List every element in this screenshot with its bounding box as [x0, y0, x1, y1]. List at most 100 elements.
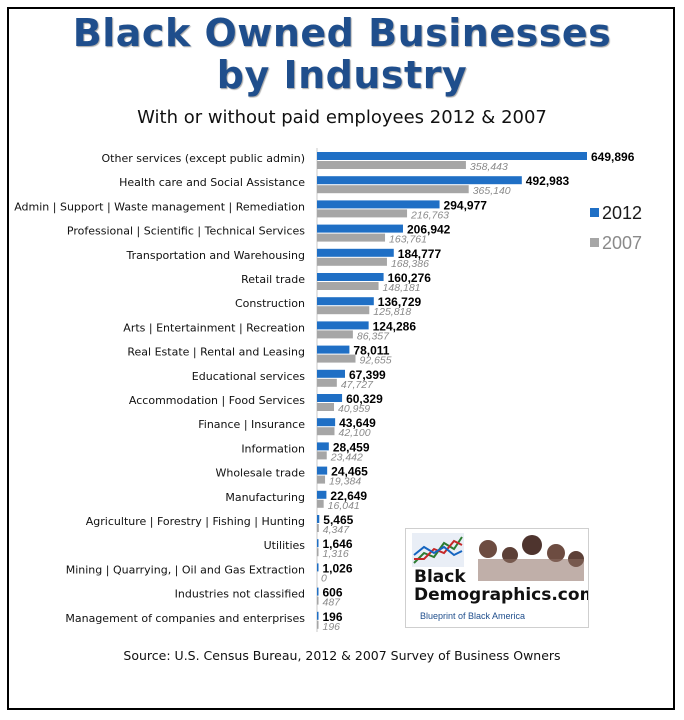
blackdemographics-logo: Black Demographics.com Blueprint of Blac… [405, 528, 589, 628]
logo-tagline: Blueprint of Black America [420, 611, 526, 621]
category-label: Finance | Insurance [198, 418, 305, 431]
category-label: Retail trade [241, 273, 305, 286]
bar-2007 [317, 306, 370, 315]
category-label: Manufacturing [225, 491, 305, 504]
bar-2012 [317, 490, 327, 499]
value-label-2007: 168,386 [391, 258, 429, 270]
value-label-2012: 294,977 [444, 198, 488, 212]
bar-2012 [317, 442, 329, 451]
value-label-2012: 1,646 [323, 537, 353, 551]
category-label: Real Estate | Rental and Leasing [127, 346, 305, 359]
bar-2012 [317, 394, 343, 402]
value-label-2012: 160,276 [388, 271, 432, 285]
bar-2007 [317, 475, 326, 484]
value-label-2007: 1,316 [323, 548, 349, 560]
value-label-2007: 125,818 [373, 306, 411, 318]
bar-2012 [317, 611, 319, 620]
value-label-2012: 60,329 [346, 392, 383, 406]
source-note: Source: U.S. Census Bureau, 2012 & 2007 … [123, 648, 561, 663]
bar-2012 [317, 200, 440, 209]
value-label-2007: 47,727 [341, 379, 374, 391]
title-line-2: by Industry [216, 53, 468, 97]
bar-2012 [317, 152, 587, 160]
logo-person-3 [522, 535, 542, 555]
logo-person-1 [479, 540, 497, 558]
value-label-2007: 163,761 [389, 234, 427, 246]
bar-2007 [317, 451, 327, 460]
category-label: Professional | Scientific | Technical Se… [67, 225, 305, 238]
legend-label-2012: 2012 [602, 203, 642, 223]
logo-people-bodies [478, 559, 584, 581]
value-label-2007: 86,357 [357, 330, 390, 342]
value-label-2012: 24,465 [331, 465, 368, 479]
value-label-2007: 19,384 [329, 476, 361, 488]
title-line-1: Black Owned Businesses [72, 11, 612, 55]
value-label-2012: 649,896 [591, 150, 635, 164]
bar-2012 [317, 515, 320, 523]
category-label: Utilities [264, 539, 306, 552]
logo-name-line-1: Black [414, 567, 466, 587]
value-label-2012: 184,777 [398, 247, 442, 261]
category-label: Mining | Quarrying, | Oil and Gas Extrac… [66, 563, 305, 576]
value-label-2007: 358,443 [470, 161, 508, 173]
bar-2012 [317, 369, 346, 378]
value-label-2012: 78,011 [353, 344, 389, 358]
bar-2007 [317, 620, 319, 629]
bar-2012 [317, 466, 328, 475]
value-label-2007: 16,041 [328, 500, 360, 512]
value-label-2012: 206,942 [407, 223, 451, 237]
logo-name-line-2: Demographics.com [414, 585, 589, 605]
value-label-2007: 196 [323, 621, 341, 633]
bar-2012 [317, 418, 336, 427]
category-label: Transportation and Warehousing [126, 249, 306, 262]
bar-2012 [317, 321, 369, 330]
bar-2007 [317, 354, 356, 363]
value-label-2007: 216,763 [410, 209, 449, 221]
category-label: Health care and Social Assistance [119, 176, 305, 189]
bar-2007 [317, 209, 408, 218]
value-label-2012: 28,459 [333, 440, 370, 454]
bar-2007 [317, 524, 319, 532]
value-label-2012: 67,399 [349, 368, 386, 382]
value-label-2012: 1,026 [323, 561, 353, 575]
category-label: Wholesale trade [215, 467, 305, 480]
bar-2012 [317, 587, 319, 596]
bar-2012 [317, 539, 319, 548]
value-label-2007: 148,181 [383, 282, 421, 294]
value-label-2012: 22,649 [330, 489, 367, 503]
category-label: Arts | Entertainment | Recreation [123, 321, 305, 334]
bar-2012 [317, 345, 350, 354]
value-label-2012: 196 [323, 610, 343, 624]
bar-2007 [317, 596, 319, 605]
bar-2012 [317, 176, 522, 185]
value-label-2007: 487 [323, 597, 342, 609]
category-label: Accommodation | Food Services [129, 394, 305, 407]
category-label: Construction [235, 297, 305, 310]
bar-2007 [317, 161, 466, 169]
category-label: Other services (except public admin) [102, 152, 306, 165]
value-label-2007: 42,100 [338, 427, 370, 439]
value-label-2012: 606 [323, 586, 343, 600]
value-label-2012: 124,286 [373, 319, 417, 333]
bar-2007 [317, 257, 387, 266]
value-label-2012: 5,465 [323, 513, 353, 527]
value-label-2012: 492,983 [526, 174, 570, 188]
legend-swatch-2012 [590, 208, 599, 217]
category-label: Management of companies and enterprises [65, 612, 305, 625]
bar-2012 [317, 297, 374, 306]
value-label-2007: 365,140 [473, 185, 511, 197]
bar-2007 [317, 330, 353, 339]
category-label: Information [241, 442, 305, 455]
bar-2007 [317, 499, 324, 508]
value-label-2007: 40,959 [338, 403, 370, 415]
legend-label-2007: 2007 [602, 233, 642, 253]
bar-2007 [317, 185, 469, 194]
bar-2012 [317, 563, 319, 572]
value-label-2012: 136,729 [378, 295, 422, 309]
bar-2007 [317, 403, 335, 411]
chart-title: Black Owned Businesses by Industry [0, 12, 684, 96]
category-label: Agriculture | Forestry | Fishing | Hunti… [86, 515, 305, 528]
category-label: Admin | Support | Waste management | Rem… [14, 200, 305, 213]
legend-swatch-2007 [590, 238, 599, 247]
